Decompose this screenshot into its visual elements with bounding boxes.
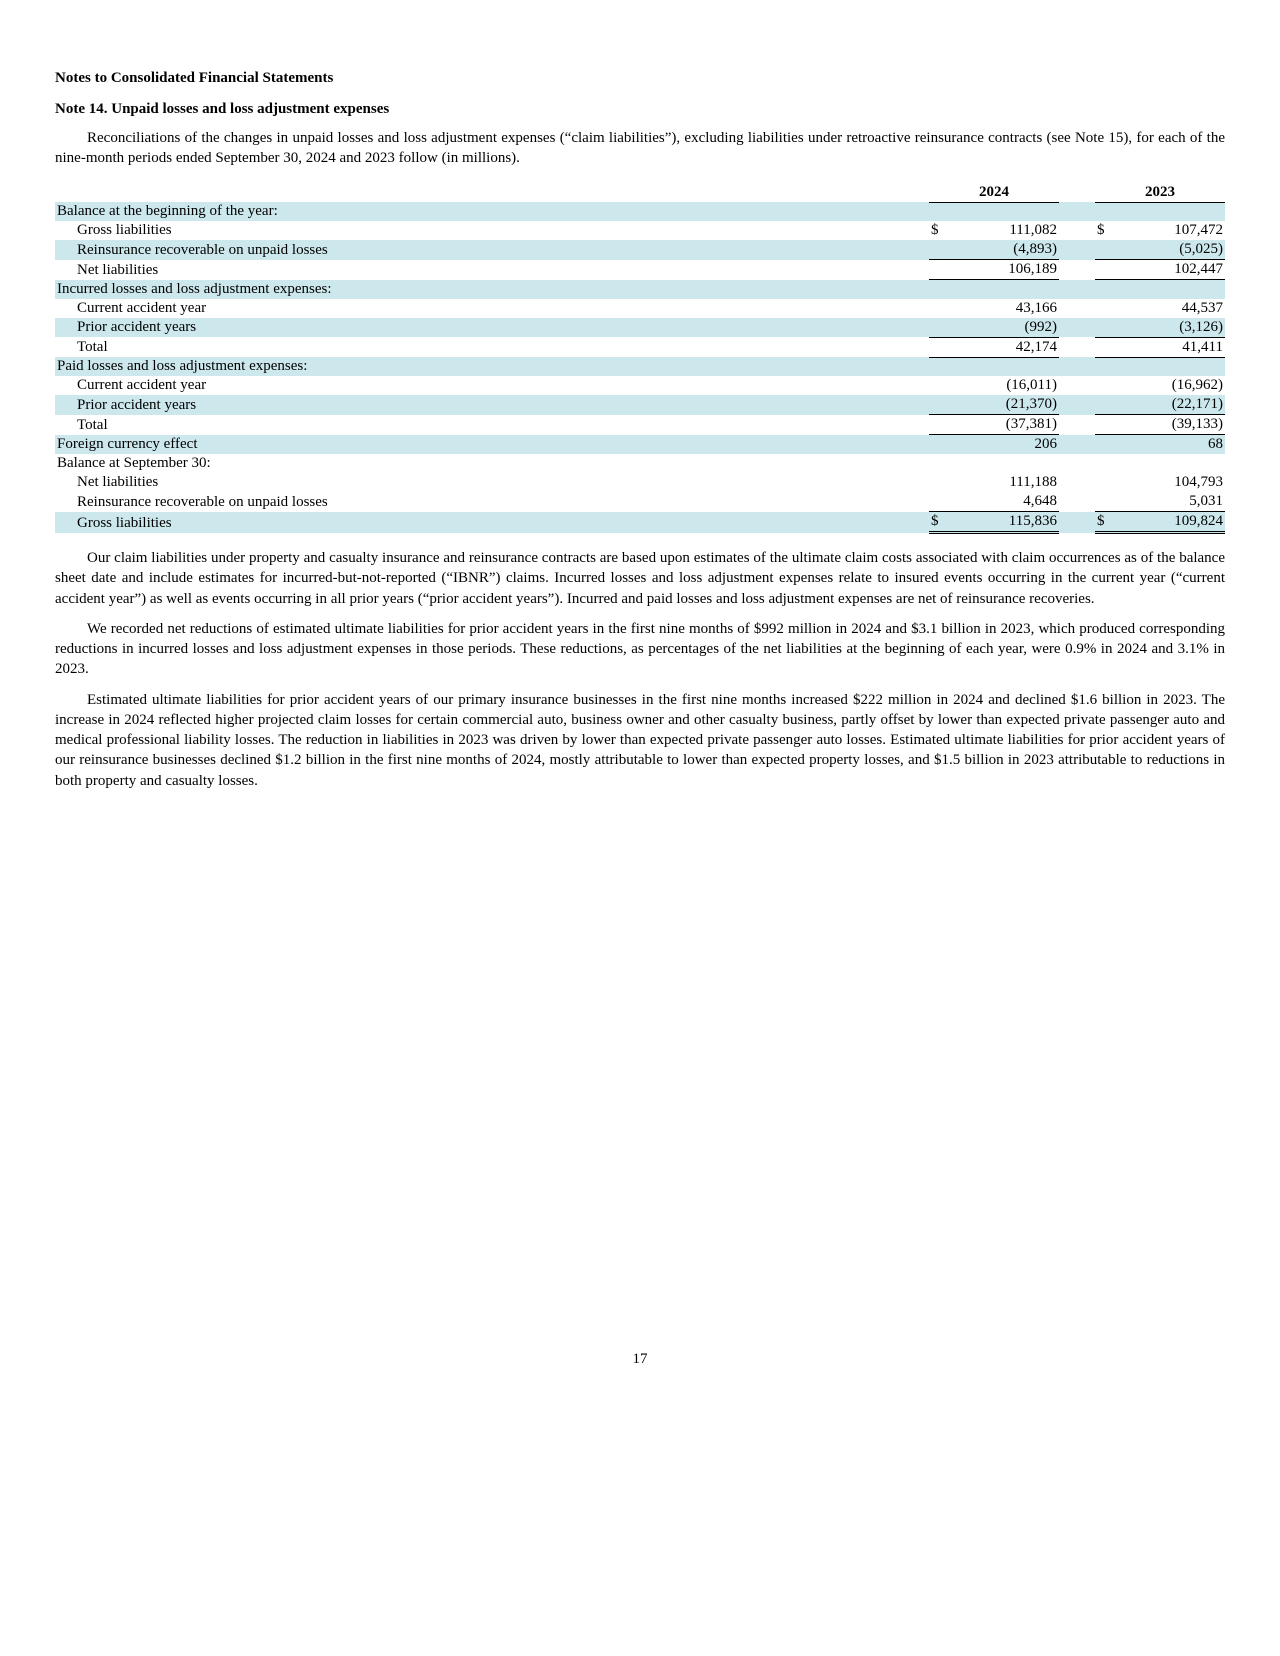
cell-value: 43,166 [959,299,1059,318]
reconciliation-table: 2024 2023 Balance at the beginning of th… [55,183,1225,535]
table-row: Gross liabilities $ 115,836 $ 109,824 [55,512,1225,533]
row-label: Total [55,415,929,435]
row-label: Reinsurance recoverable on unpaid losses [55,240,929,260]
row-label: Net liabilities [55,473,929,492]
table-row: Balance at September 30: [55,454,1225,473]
table-header-row: 2024 2023 [55,183,1225,203]
cell-value: 68 [1125,435,1225,455]
currency-symbol: $ [929,221,959,240]
cell-value: 111,188 [959,473,1059,492]
cell-value: 102,447 [1125,260,1225,280]
cell-value: (16,962) [1125,376,1225,395]
row-label: Net liabilities [55,260,929,280]
cell-value: 111,082 [959,221,1059,240]
cell-value: (22,171) [1125,395,1225,415]
row-label: Foreign currency effect [55,435,929,455]
row-label: Paid losses and loss adjustment expenses… [55,357,929,376]
col-header-2023: 2023 [1095,183,1225,203]
table-row: Current accident year 43,166 44,537 [55,299,1225,318]
cell-value: (21,370) [959,395,1059,415]
row-label: Incurred losses and loss adjustment expe… [55,280,929,299]
cell-value: (3,126) [1125,318,1225,338]
row-label: Current accident year [55,299,929,318]
currency-symbol: $ [1095,512,1125,533]
row-label: Gross liabilities [55,221,929,240]
table-row: Paid losses and loss adjustment expenses… [55,357,1225,376]
cell-value: 107,472 [1125,221,1225,240]
row-label: Prior accident years [55,395,929,415]
cell-value: 42,174 [959,337,1059,357]
cell-value: 4,648 [959,492,1059,512]
table-row: Total 42,174 41,411 [55,337,1225,357]
cell-value: (37,381) [959,415,1059,435]
table-row: Incurred losses and loss adjustment expe… [55,280,1225,299]
row-label: Balance at September 30: [55,454,929,473]
page-number: 17 [55,1351,1225,1368]
intro-paragraph: Reconciliations of the changes in unpaid… [55,128,1225,169]
cell-value: 44,537 [1125,299,1225,318]
cell-value: (4,893) [959,240,1059,260]
cell-value: 104,793 [1125,473,1225,492]
row-label: Current accident year [55,376,929,395]
table-row: Foreign currency effect 206 68 [55,435,1225,455]
statements-title: Notes to Consolidated Financial Statemen… [55,70,1225,87]
body-paragraph-2: We recorded net reductions of estimated … [55,619,1225,680]
col-header-2024: 2024 [929,183,1059,203]
table-row: Net liabilities 106,189 102,447 [55,260,1225,280]
table-row: Gross liabilities $ 111,082 $ 107,472 [55,221,1225,240]
row-label: Gross liabilities [55,512,929,533]
table-row: Total (37,381) (39,133) [55,415,1225,435]
cell-value: 206 [959,435,1059,455]
body-paragraph-3: Estimated ultimate liabilities for prior… [55,690,1225,791]
table-row: Reinsurance recoverable on unpaid losses… [55,492,1225,512]
table-row: Net liabilities 111,188 104,793 [55,473,1225,492]
row-label: Reinsurance recoverable on unpaid losses [55,492,929,512]
table-row: Reinsurance recoverable on unpaid losses… [55,240,1225,260]
table-row: Current accident year (16,011) (16,962) [55,376,1225,395]
currency-symbol: $ [1095,221,1125,240]
table-row: Prior accident years (992) (3,126) [55,318,1225,338]
note-title: Note 14. Unpaid losses and loss adjustme… [55,101,1225,118]
cell-value: (5,025) [1125,240,1225,260]
cell-value: 109,824 [1125,512,1225,533]
cell-value: (39,133) [1125,415,1225,435]
cell-value: (992) [959,318,1059,338]
cell-value: 115,836 [959,512,1059,533]
cell-value: 106,189 [959,260,1059,280]
cell-value: (16,011) [959,376,1059,395]
cell-value: 5,031 [1125,492,1225,512]
row-label: Prior accident years [55,318,929,338]
row-label: Total [55,337,929,357]
cell-value: 41,411 [1125,337,1225,357]
row-label: Balance at the beginning of the year: [55,202,929,221]
body-paragraph-1: Our claim liabilities under property and… [55,548,1225,609]
currency-symbol: $ [929,512,959,533]
table-row: Balance at the beginning of the year: [55,202,1225,221]
table-row: Prior accident years (21,370) (22,171) [55,395,1225,415]
